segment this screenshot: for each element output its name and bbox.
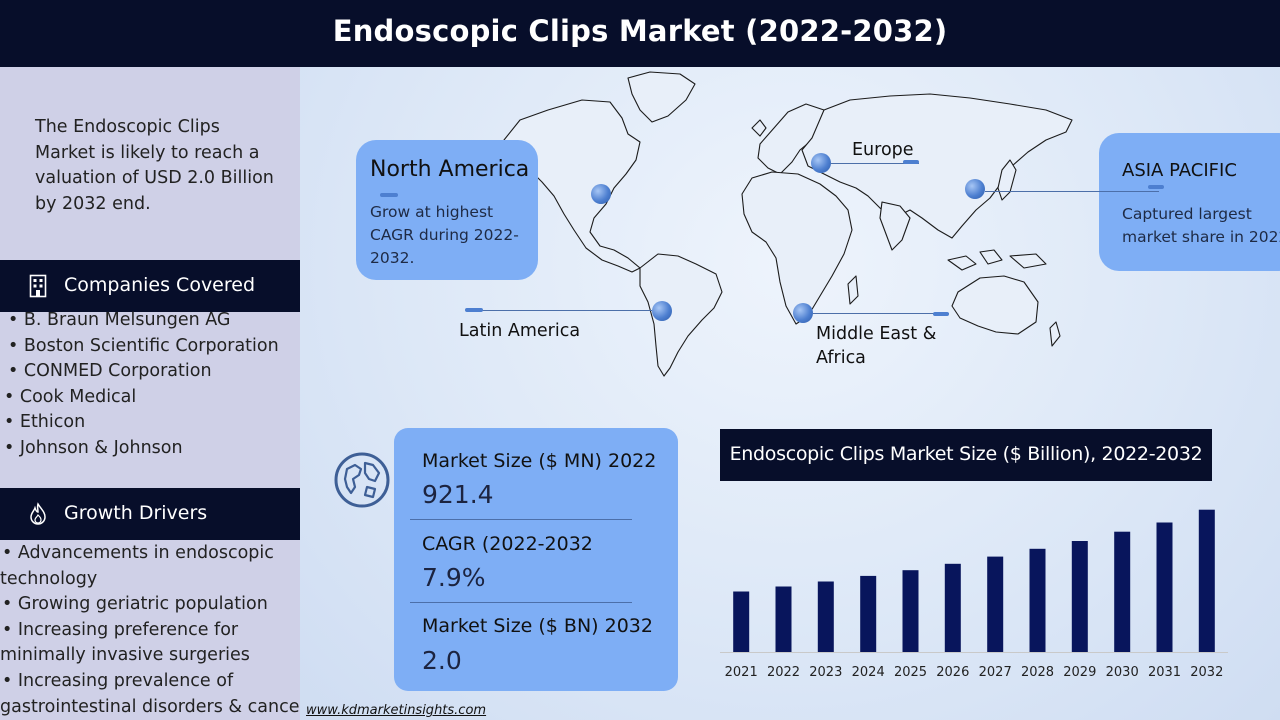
x-tick-label: 2032 (1190, 665, 1223, 680)
list-item: • Growing geriatric population (2, 594, 268, 615)
x-tick-label: 2028 (1021, 665, 1054, 680)
list-item: technology (0, 568, 98, 589)
north-america-text: Grow at highest CAGR during 2022-2032. (370, 203, 519, 267)
page-title: Endoscopic Clips Market (2022-2032) (332, 14, 948, 48)
market-size-2032-value: 2.0 (422, 646, 462, 675)
list-item: • Johnson & Johnson (4, 437, 183, 458)
x-tick-label: 2030 (1106, 665, 1139, 680)
flame-icon (30, 502, 46, 525)
list-item: • Increasing preference for (2, 619, 239, 640)
x-tick-label: 2029 (1063, 665, 1096, 680)
chart-title-band: Endoscopic Clips Market Size ($ Billion)… (720, 429, 1212, 481)
chart-title: Endoscopic Clips Market Size ($ Billion)… (729, 443, 1203, 465)
asia-pacific-marker-dash (1148, 185, 1164, 189)
companies-heading: Companies Covered (64, 274, 256, 296)
companies-list: • B. Braun Melsungen AG • Boston Scienti… (0, 308, 300, 462)
chart-bar-2026 (944, 563, 961, 652)
bar-chart: 2021 2022 2023 2024 2025 2026 2027 2028 2029 2030… (720, 509, 1228, 680)
chart-bar-2021 (733, 591, 750, 652)
chart-bar-2031 (1156, 522, 1173, 652)
europe-connector (831, 163, 919, 164)
stats-panel: Market Size ($ MN) 2022 921.4 CAGR (2022… (394, 428, 678, 691)
x-tick-label: 2025 (894, 665, 927, 680)
list-item: • Cook Medical (4, 386, 137, 407)
latin-america-connector (470, 310, 652, 311)
market-size-2022-value: 921.4 (422, 480, 494, 509)
cagr-label: CAGR (2022-2032 (422, 533, 593, 555)
stats-divider (410, 519, 632, 520)
list-item: • Increasing prevalence of (2, 670, 234, 691)
x-tick-label: 2026 (936, 665, 969, 680)
list-item: • B. Braun Melsungen AG (8, 310, 231, 330)
stats-divider (410, 602, 632, 603)
mea-label: Middle East & Africa (816, 324, 937, 368)
market-size-2032-label: Market Size ($ BN) 2032 (422, 615, 653, 637)
north-america-marker-dash (380, 193, 398, 197)
x-tick-label: 2022 (767, 665, 800, 680)
building-icon (29, 274, 47, 298)
cagr-value: 7.9% (422, 563, 486, 592)
north-america-pin (591, 184, 611, 204)
chart-bar-2025 (902, 570, 919, 652)
chart-bar-2028 (1029, 548, 1046, 652)
x-tick-label: 2027 (979, 665, 1012, 680)
source-link[interactable]: www.kdmarketinsights.com (306, 703, 487, 718)
list-item: minimally invasive surgeries (0, 645, 250, 666)
mea-marker-dash (933, 312, 949, 316)
list-item: • CONMED Corporation (8, 361, 212, 382)
asia-pacific-pin (965, 179, 985, 199)
chart-bar-2024 (860, 575, 877, 652)
chart-bar-2029 (1071, 541, 1088, 652)
europe-marker-dash (903, 160, 919, 164)
list-item: • Ethicon (4, 412, 86, 433)
chart-bar-2027 (987, 556, 1004, 652)
latin-america-pin (652, 301, 672, 321)
latin-america-label: Latin America (459, 321, 581, 341)
drivers-list: • Advancements in endoscopic technology … (0, 541, 307, 720)
chart-bar-2022 (775, 586, 792, 652)
asia-pacific-text: Captured largest market share in 2022 (1122, 205, 1280, 246)
chart-bar-2032 (1198, 509, 1215, 652)
list-item: • Boston Scientific Corporation (8, 335, 279, 356)
north-america-callout: North America Grow at highest CAGR durin… (356, 140, 538, 280)
x-tick-label: 2021 (725, 665, 758, 680)
x-tick-label: 2024 (852, 665, 885, 680)
list-item: gastrointestinal disorders & cancer (0, 696, 307, 717)
market-size-2022-label: Market Size ($ MN) 2022 (422, 450, 657, 472)
north-america-title: North America (370, 157, 530, 182)
europe-label: Europe (852, 140, 914, 160)
left-panel: The Endoscopic Clips Market is likely to… (0, 67, 307, 720)
intro-text: The Endoscopic Clips Market is likely to… (35, 117, 274, 214)
globe-icon (334, 452, 390, 508)
list-item: • Advancements in endoscopic (2, 543, 274, 563)
chart-bar-2023 (817, 581, 834, 652)
x-tick-label: 2023 (809, 665, 842, 680)
world-map (501, 71, 1073, 377)
asia-pacific-callout: ASIA PACIFIC Captured largest market sha… (1099, 133, 1280, 271)
latin-america-marker-dash (465, 308, 483, 312)
x-tick-label: 2031 (1148, 665, 1181, 680)
asia-pacific-connector (985, 191, 1159, 192)
drivers-heading-band: Growth Drivers (0, 488, 300, 540)
companies-heading-band: Companies Covered (0, 260, 300, 312)
europe-pin (811, 153, 831, 173)
drivers-heading: Growth Drivers (64, 502, 208, 524)
chart-bar-2030 (1114, 531, 1131, 652)
asia-pacific-title: ASIA PACIFIC (1122, 160, 1237, 181)
mea-pin (793, 303, 813, 323)
header-bar: Endoscopic Clips Market (2022-2032) (0, 0, 1280, 67)
mea-connector (813, 313, 949, 314)
